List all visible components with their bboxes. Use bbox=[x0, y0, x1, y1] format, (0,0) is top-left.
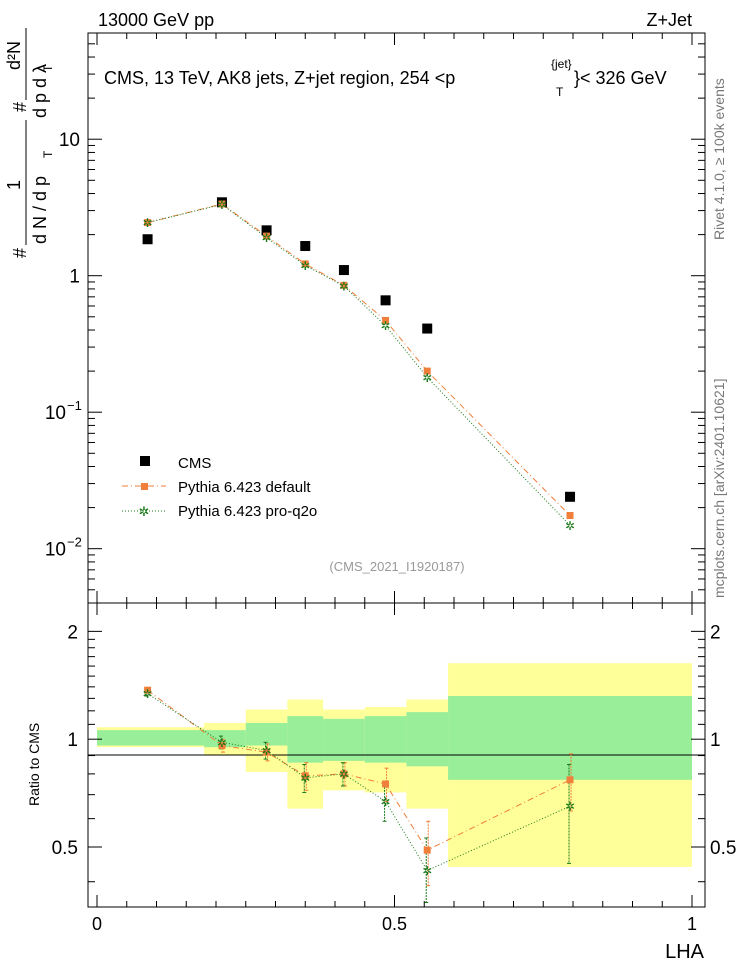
ratio-y-tick-label: 0.5 bbox=[52, 838, 78, 859]
proq2o-point: ✲ bbox=[422, 371, 432, 385]
legend-label-proq2o: Pythia 6.423 pro-q2o bbox=[178, 503, 317, 520]
proq2o-ratio-point: ✲ bbox=[565, 800, 575, 814]
plot-title: CMS, 13 TeV, AK8 jets, Z+jet region, 254… bbox=[104, 57, 667, 99]
proq2o-point: ✲ bbox=[381, 319, 391, 333]
proq2o-point: ✲ bbox=[339, 280, 349, 294]
band-inner-5 bbox=[364, 716, 407, 763]
header-right: Z+Jet bbox=[646, 10, 692, 30]
cms-point bbox=[142, 234, 153, 245]
ratio-y-tick-label-right: 0.5 bbox=[710, 838, 736, 859]
proq2o-point: ✲ bbox=[565, 519, 575, 533]
band-inner-1 bbox=[204, 730, 246, 748]
default-point bbox=[301, 260, 309, 268]
rivet-label: Rivet 4.1.0, ≥ 100k events bbox=[711, 78, 727, 240]
proq2o-point: ✲ bbox=[143, 216, 153, 230]
ratio-y-tick-label: 1 bbox=[67, 730, 78, 751]
line-default-ratio bbox=[147, 689, 571, 851]
title-end: }< 326 GeV bbox=[574, 68, 667, 88]
cms-point bbox=[338, 265, 349, 276]
default-ratio-point bbox=[382, 780, 390, 788]
legend-marker-proq2o: ✲ bbox=[139, 504, 150, 519]
band-inner-3 bbox=[287, 716, 324, 763]
band-inner-4 bbox=[323, 718, 365, 761]
line-proq2o-main bbox=[147, 203, 571, 526]
band-inner-6 bbox=[406, 712, 449, 767]
main-y-tick-label: 10 bbox=[59, 130, 80, 151]
main-y-tick-exponent: −1 bbox=[67, 398, 82, 413]
proq2o-ratio-point: ✲ bbox=[381, 795, 391, 809]
cms-point bbox=[261, 225, 272, 236]
ylabel-t1: T bbox=[41, 150, 55, 158]
ratio-bands bbox=[97, 663, 692, 867]
cms-point bbox=[422, 323, 433, 334]
proq2o-ratio-point: ✲ bbox=[143, 687, 153, 701]
proq2o-ratio-point: ✲ bbox=[217, 736, 227, 750]
default-point bbox=[263, 232, 271, 240]
main-y-axis-label: # 1 d N / d p T # d²N d p d λ T bbox=[4, 28, 55, 258]
default-ratio-point bbox=[144, 686, 152, 694]
main-y-tick-exponent: −2 bbox=[67, 535, 82, 550]
x-tick-label: 0.5 bbox=[382, 914, 407, 934]
default-point bbox=[423, 367, 431, 375]
ylabel-hash2: # bbox=[10, 102, 30, 112]
cms-point bbox=[300, 241, 311, 252]
default-point bbox=[566, 512, 574, 520]
default-point bbox=[340, 281, 348, 289]
default-point bbox=[144, 219, 152, 227]
default-ratio-point bbox=[340, 770, 348, 778]
header-left: 13000 GeV pp bbox=[98, 10, 214, 30]
x-axis-label: LHA bbox=[665, 941, 705, 963]
main-y-tick-label: 10 bbox=[45, 540, 66, 561]
ylabel-one: 1 bbox=[4, 180, 24, 190]
default-point bbox=[382, 316, 390, 324]
ratio-y-tick-label-right: 2 bbox=[710, 622, 721, 643]
proq2o-ratio-point: ✲ bbox=[422, 864, 432, 878]
x-tick-label: 0 bbox=[92, 914, 102, 934]
default-ratio-point bbox=[263, 748, 271, 756]
watermark: (CMS_2021_I1920187) bbox=[329, 559, 464, 574]
proq2o-point: ✲ bbox=[262, 231, 272, 245]
legend-label-cms: CMS bbox=[178, 455, 211, 472]
series: ✲ ✲ ✲ ✲ ✲ ✲ ✲ ✲ ✲ ✲ ✲ ✲ ✲ ✲ ✲ ✲ bbox=[142, 197, 576, 903]
ratio-y-label: Ratio to CMS bbox=[26, 723, 42, 806]
proq2o-ratio-point: ✲ bbox=[300, 771, 310, 785]
x-tick-label: 1 bbox=[687, 914, 697, 934]
ratio-y-tick-label: 2 bbox=[67, 622, 78, 643]
cms-point bbox=[380, 295, 391, 306]
mcplots-label: mcplots.cern.ch [arXiv:2401.10621] bbox=[711, 379, 727, 598]
default-ratio-point bbox=[566, 776, 574, 784]
main-y-tick-label: 10 bbox=[45, 403, 66, 424]
cms-point bbox=[565, 491, 576, 502]
ratio-y-tick-label-right: 1 bbox=[710, 730, 721, 751]
proq2o-point: ✲ bbox=[300, 259, 310, 273]
ylabel-t2: T bbox=[41, 64, 55, 72]
legend-label-default: Pythia 6.423 default bbox=[178, 479, 311, 496]
ylabel-d2n: d²N bbox=[4, 41, 24, 70]
ylabel-hash: # bbox=[10, 248, 30, 258]
proq2o-point: ✲ bbox=[217, 198, 227, 212]
proq2o-ratio-point: ✲ bbox=[339, 767, 349, 781]
legend-marker-default bbox=[141, 483, 148, 490]
title-sup: {jet} bbox=[551, 57, 572, 71]
default-point bbox=[218, 200, 226, 208]
default-ratio-point bbox=[301, 772, 309, 780]
line-proq2o-ratio bbox=[147, 693, 571, 872]
ylabel-dpt-dl: d p d λ bbox=[30, 64, 50, 118]
proq2o-ratio-point: ✲ bbox=[262, 744, 272, 758]
title-main: CMS, 13 TeV, AK8 jets, Z+jet region, 254… bbox=[104, 68, 455, 88]
ylabel-dn-dpt: d N / d p bbox=[30, 176, 50, 244]
default-ratio-point bbox=[218, 742, 226, 750]
default-ratio-point bbox=[423, 846, 431, 854]
main-y-tick-label: 1 bbox=[69, 267, 80, 288]
title-sub: T bbox=[556, 85, 564, 99]
legend-marker-cms bbox=[140, 456, 150, 466]
legend: CMS Pythia 6.423 default ✲ Pythia 6.423 … bbox=[122, 455, 317, 520]
band-inner-7 bbox=[448, 695, 692, 780]
band-inner-2 bbox=[245, 722, 288, 746]
band-inner-0 bbox=[97, 730, 205, 746]
